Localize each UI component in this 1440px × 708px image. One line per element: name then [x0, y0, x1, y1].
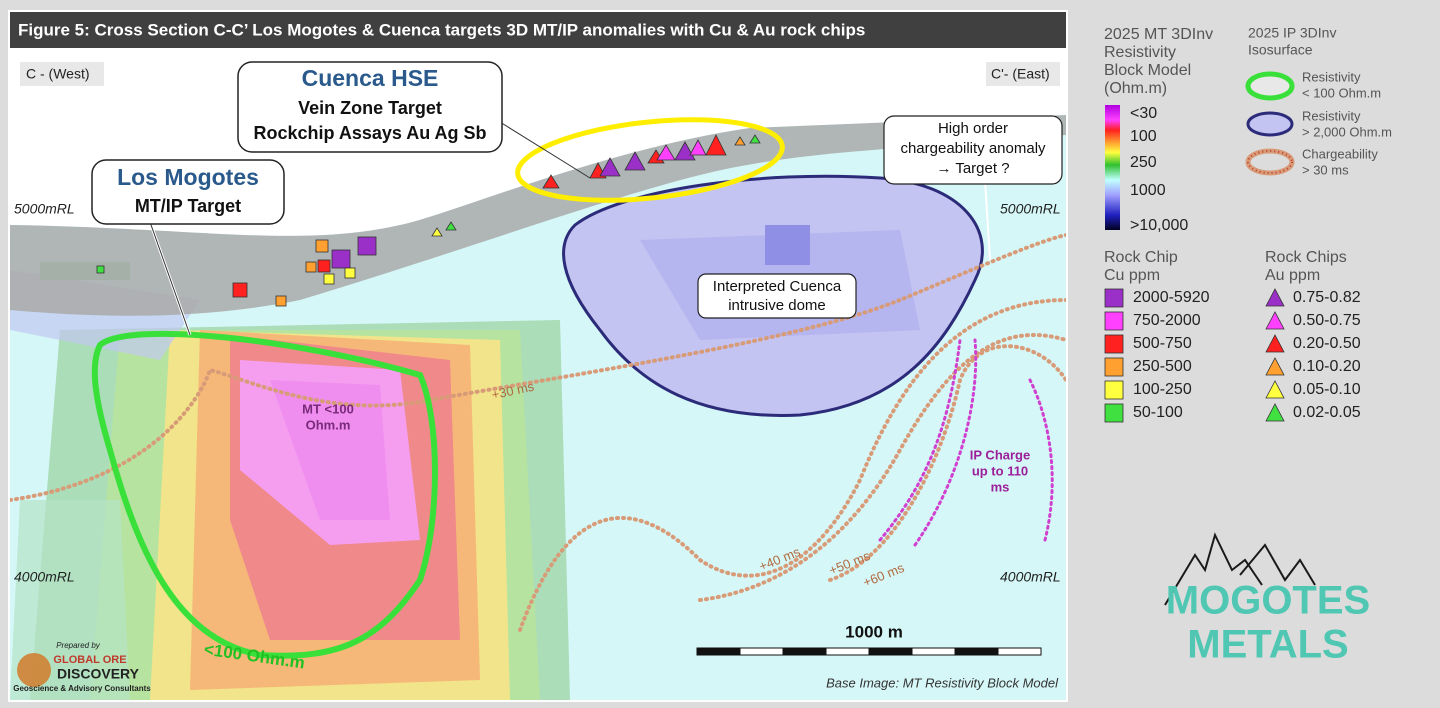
company-logo: [1164, 532, 1316, 606]
label-box: [20, 62, 104, 86]
legend-swatch: [1104, 334, 1124, 354]
legend-title: (Ohm.m): [1104, 80, 1167, 97]
legend-title: Au ppm: [1265, 267, 1320, 284]
callout-title: Los Mogotes: [117, 164, 259, 190]
scale-bar: [696, 647, 1042, 656]
legend-label: 0.02-0.05: [1293, 404, 1361, 421]
legend-label: 100-250: [1133, 381, 1192, 398]
caption: Base Image: MT Resistivity Block Model: [826, 675, 1059, 690]
callout-text: → Target ?: [936, 160, 1009, 177]
legend-symbol: [1247, 150, 1293, 174]
legend-swatch: [1104, 311, 1124, 331]
legend-label: > 30 ms: [1302, 162, 1349, 177]
legend-title: Resistivity: [1104, 44, 1176, 61]
prepared-by: DISCOVERY: [57, 666, 140, 682]
annotation: IP Charge: [970, 447, 1030, 462]
callout-box: [91, 159, 285, 225]
callout-text: MT/IP Target: [135, 196, 241, 216]
legend: 2025 MT 3DInv Resistivity Block Model (O…: [1104, 25, 1392, 423]
legend-label: 0.20-0.50: [1293, 335, 1361, 352]
annotation: up to 110: [972, 463, 1028, 478]
east-label: C'- (East): [991, 66, 1050, 82]
legend-swatch: [1265, 311, 1285, 330]
callout-box: [237, 61, 503, 153]
callout-text: intrusive dome: [728, 297, 826, 314]
legend-swatch: [1265, 334, 1285, 353]
callout-text: chargeability anomaly: [900, 140, 1046, 157]
elevation-label: 4000mRL: [1000, 569, 1061, 585]
elevation-label: 4000mRL: [14, 569, 75, 585]
figure-title: Figure 5: Cross Section C-C’ Los Mogotes…: [18, 20, 865, 39]
color-bar-label: <30: [1130, 105, 1157, 122]
callout-box: [697, 273, 857, 319]
legend-label: 500-750: [1133, 335, 1192, 352]
legend-label: Resistivity: [1302, 108, 1361, 123]
color-bar-label: 1000: [1130, 182, 1166, 199]
annotation: Ohm.m: [306, 417, 351, 432]
legend-label: > 2,000 Ohm.m: [1302, 124, 1392, 139]
annotation: MT <100: [302, 401, 354, 416]
color-bar: [1105, 105, 1120, 230]
logo-text: METALS: [1187, 623, 1348, 667]
legend-label: Resistivity: [1302, 69, 1361, 84]
legend-symbol: [1245, 71, 1295, 101]
callout-box: [883, 115, 1063, 185]
legend-title: Rock Chips: [1265, 249, 1347, 266]
legend-swatch: [1104, 403, 1124, 423]
legend-swatch: [1104, 357, 1124, 377]
callout-text: Rockchip Assays Au Ag Sb: [253, 123, 486, 143]
legend-label: 2000-5920: [1133, 289, 1210, 306]
legend-title: Cu ppm: [1104, 267, 1160, 284]
annotation: ms: [991, 479, 1010, 494]
legend-symbol: [1246, 111, 1294, 137]
logo-globe: [17, 653, 51, 687]
legend-swatch: [1265, 403, 1285, 422]
legend-title: 2025 MT 3DInv: [1104, 26, 1213, 43]
legend-swatch: [1265, 380, 1285, 399]
prepared-by: Geoscience & Advisory Consultants: [13, 684, 151, 693]
legend-label: 0.75-0.82: [1293, 289, 1361, 306]
legend-swatch: [1104, 288, 1124, 308]
legend-title: Block Model: [1104, 62, 1191, 79]
legend-title: Isosurface: [1248, 42, 1313, 58]
label-box: [986, 62, 1060, 86]
color-bar-label: >10,000: [1130, 217, 1188, 234]
legend-label: 0.10-0.20: [1293, 358, 1361, 375]
prepared-by: GLOBAL ORE: [53, 654, 126, 666]
callout-text: High order: [938, 120, 1008, 137]
legend-title: Rock Chip: [1104, 249, 1178, 266]
legend-label: < 100 Ohm.m: [1302, 85, 1381, 100]
legend-label: Chargeability: [1302, 146, 1378, 161]
color-bar-label: 250: [1130, 154, 1157, 171]
legend-label: 50-100: [1133, 404, 1183, 421]
logo-text: MOGOTES: [1166, 579, 1370, 623]
callout-title: Cuenca HSE: [302, 65, 439, 91]
legend-label: 250-500: [1133, 358, 1192, 375]
legend-symbol: [1245, 148, 1295, 176]
callout-text: Interpreted Cuenca: [713, 278, 842, 295]
legend-label: 0.05-0.10: [1293, 381, 1361, 398]
elevation-label: 5000mRL: [1000, 201, 1061, 217]
west-label: C - (West): [26, 66, 90, 82]
legend-label: 0.50-0.75: [1293, 312, 1361, 329]
callout-text: Vein Zone Target: [298, 98, 442, 118]
color-bar-label: 100: [1130, 128, 1157, 145]
scale-label: 1000 m: [845, 622, 903, 641]
legend-swatch: [1265, 288, 1285, 307]
title-bar: [10, 12, 1066, 48]
legend-title: 2025 IP 3DInv: [1248, 25, 1336, 41]
prepared-by: Prepared by: [56, 641, 101, 650]
elevation-label: 5000mRL: [14, 201, 75, 217]
legend-swatch: [1265, 357, 1285, 376]
legend-swatch: [1104, 380, 1124, 400]
legend-label: 750-2000: [1133, 312, 1201, 329]
